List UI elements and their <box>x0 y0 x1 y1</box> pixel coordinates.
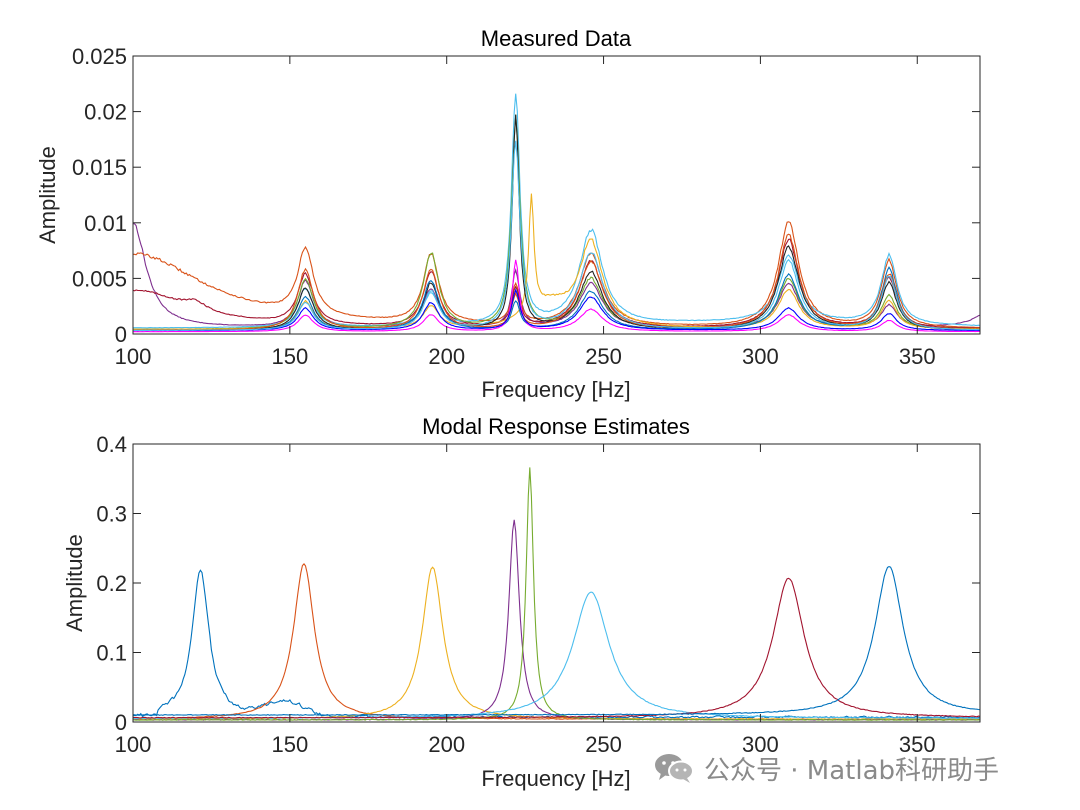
y-tick-label: 0.3 <box>96 502 127 527</box>
x-tick-label: 350 <box>899 732 936 757</box>
series-lines <box>132 93 981 333</box>
x-axis-label: Frequency [Hz] <box>481 766 630 791</box>
chart-title: Measured Data <box>481 26 632 51</box>
x-tick-label: 200 <box>428 344 465 369</box>
y-axis-label: Amplitude <box>35 146 60 244</box>
axes-measured-data: 100 150 200 250 300 350 0 0.005 0.01 0.015 0.02 0.0… <box>35 26 981 402</box>
series-line-mode7 <box>132 577 981 719</box>
x-tick-label: 350 <box>899 344 936 369</box>
x-axis-label: Frequency [Hz] <box>481 377 630 402</box>
plot-area <box>133 444 980 722</box>
ticks: 100 150 200 250 300 350 0 0.005 0.01 0.015 0.02 0.0… <box>72 44 980 369</box>
series-line-ch3 <box>132 238 980 329</box>
x-tick-label: 150 <box>271 732 308 757</box>
series-line-ch12 <box>133 140 981 331</box>
x-tick-label: 300 <box>742 732 779 757</box>
y-tick-label: 0.4 <box>96 432 127 457</box>
watermark-text: 公众号 · Matlab科研助手 <box>704 755 1000 786</box>
watermark: 公众号 · Matlab科研助手 <box>652 748 999 788</box>
series-lines <box>132 467 981 721</box>
series-line-ch9 <box>132 259 980 333</box>
chart-title: Modal Response Estimates <box>422 414 690 439</box>
y-tick-label: 0 <box>115 322 127 347</box>
series-line-ch11 <box>133 288 981 332</box>
axes-modal-response: 100 150 200 250 300 350 0 0.1 0.2 0.3 0.4 Modal Re… <box>62 414 981 791</box>
x-tick-label: 100 <box>115 344 152 369</box>
x-tick-label: 200 <box>428 732 465 757</box>
wechat-icon <box>655 754 694 783</box>
series-line-ch10 <box>133 233 980 331</box>
y-tick-label: 0.025 <box>72 44 127 69</box>
series-line-mode8 <box>132 565 981 716</box>
plot-area <box>133 56 980 334</box>
ticks: 100 150 200 250 300 350 0 0.1 0.2 0.3 0.4 <box>96 432 980 757</box>
y-tick-label: 0.005 <box>72 266 127 291</box>
y-tick-label: 0.2 <box>96 571 127 596</box>
series-line-ch2 <box>133 221 981 329</box>
series-line-ch4 <box>132 93 981 329</box>
y-tick-label: 0.015 <box>72 155 127 180</box>
x-tick-label: 250 <box>585 732 622 757</box>
axes-box <box>132 55 981 335</box>
x-tick-label: 100 <box>115 732 152 757</box>
x-tick-label: 300 <box>742 344 779 369</box>
y-tick-label: 0.02 <box>84 100 127 125</box>
x-tick-label: 150 <box>271 344 308 369</box>
y-tick-label: 0.1 <box>96 641 127 666</box>
y-tick-label: 0 <box>115 710 127 735</box>
y-tick-label: 0.01 <box>84 211 127 236</box>
y-axis-label: Amplitude <box>62 534 87 632</box>
x-tick-label: 250 <box>585 344 622 369</box>
series-line-mode5 <box>132 467 981 721</box>
